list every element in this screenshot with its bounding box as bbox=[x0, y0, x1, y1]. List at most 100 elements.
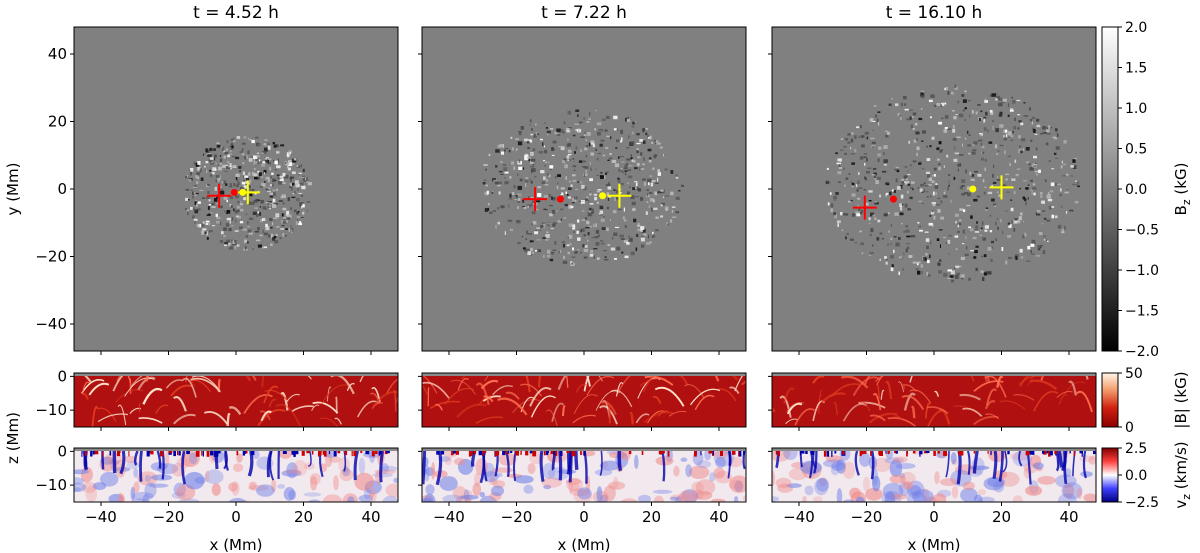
bz-speckle bbox=[247, 137, 249, 139]
bz-speckle bbox=[487, 203, 490, 206]
bz-speckle bbox=[655, 216, 659, 219]
bz-speckle bbox=[917, 262, 919, 266]
vz-downflow bbox=[966, 450, 971, 475]
bz-speckle bbox=[550, 227, 554, 230]
bz-speckle bbox=[652, 167, 655, 170]
bz-speckle bbox=[194, 209, 199, 214]
bz-speckle bbox=[271, 172, 274, 175]
bz-speckle bbox=[517, 185, 522, 190]
bz-speckle bbox=[528, 196, 530, 200]
field-strand bbox=[668, 411, 687, 417]
vz-downflow bbox=[727, 450, 732, 467]
bz-speckle bbox=[996, 191, 999, 193]
bz-speckle bbox=[907, 208, 912, 211]
bz-speckle bbox=[533, 133, 537, 138]
bz-speckle bbox=[970, 250, 975, 252]
bz-speckle bbox=[1061, 231, 1065, 234]
bz-speckle bbox=[596, 201, 599, 204]
bz-speckle bbox=[537, 186, 541, 189]
bz-speckle bbox=[1007, 222, 1011, 226]
bz-speckle bbox=[636, 233, 639, 237]
bz-speckle bbox=[1061, 160, 1063, 164]
bz-speckle bbox=[858, 135, 861, 138]
bz-speckle bbox=[637, 228, 641, 232]
vz-blob bbox=[969, 465, 990, 471]
bz-speckle bbox=[483, 164, 488, 166]
field-strand bbox=[371, 390, 398, 409]
bz-speckle bbox=[941, 149, 943, 151]
bz-speckle bbox=[282, 233, 284, 237]
bz-speckle bbox=[282, 172, 286, 177]
bz-speckle bbox=[583, 234, 586, 237]
x-tick-label: 40 bbox=[361, 508, 380, 526]
vz-blob bbox=[921, 488, 930, 501]
bz-speckle bbox=[665, 208, 668, 211]
bz-speckle bbox=[920, 108, 923, 110]
bz-speckle bbox=[300, 182, 304, 186]
bz-speckle bbox=[675, 211, 679, 214]
vz-surface-cell bbox=[311, 451, 314, 455]
bz-speckle bbox=[611, 159, 617, 163]
bz-speckle bbox=[542, 237, 546, 239]
field-strand bbox=[785, 418, 798, 425]
field-strength-background bbox=[74, 373, 398, 427]
bz-speckle bbox=[584, 166, 589, 169]
bz-speckle bbox=[629, 186, 631, 188]
field-strand bbox=[584, 373, 591, 387]
bz-speckle bbox=[1034, 170, 1039, 173]
bz-speckle bbox=[616, 246, 621, 251]
vz-surface-cell bbox=[559, 451, 563, 456]
bz-speckle bbox=[974, 171, 978, 173]
bz-speckle bbox=[525, 248, 530, 251]
bz-speckle bbox=[923, 182, 926, 185]
bz-speckle bbox=[1017, 114, 1021, 116]
vz-surface-cell bbox=[116, 451, 121, 457]
bz-speckle bbox=[649, 241, 652, 244]
bz-speckle bbox=[1015, 222, 1021, 224]
bz-speckle bbox=[938, 121, 942, 125]
field-strand bbox=[456, 403, 487, 419]
vz-downflow bbox=[422, 450, 427, 485]
bz-speckle bbox=[883, 152, 885, 155]
field-strand bbox=[429, 400, 460, 409]
vz-surface-cell bbox=[322, 451, 325, 455]
bz-speckle bbox=[543, 160, 546, 162]
vz-background bbox=[772, 448, 1096, 502]
bz-speckle bbox=[585, 217, 588, 220]
bz-speckle bbox=[248, 217, 254, 220]
bz-speckle bbox=[187, 212, 189, 216]
vz-blob bbox=[873, 457, 891, 473]
bz-speckle bbox=[872, 214, 875, 217]
bz-speckle bbox=[291, 196, 296, 198]
bz-speckle bbox=[545, 234, 550, 238]
field-strand bbox=[334, 417, 342, 425]
bz-speckle bbox=[230, 205, 233, 208]
yellow-dot-marker bbox=[599, 192, 607, 200]
bz-speckle bbox=[497, 185, 501, 187]
x-tick-label: 0 bbox=[231, 508, 241, 526]
bz-speckle bbox=[237, 215, 241, 219]
vz-blob bbox=[189, 452, 198, 465]
bz-speckle bbox=[904, 108, 909, 111]
bz-speckle bbox=[1042, 250, 1046, 255]
field-strand bbox=[657, 410, 669, 417]
bz-speckle bbox=[504, 181, 509, 185]
field-strand bbox=[386, 378, 398, 394]
bz-speckle bbox=[495, 149, 500, 153]
bz-speckle bbox=[632, 187, 636, 190]
x-tick-label: 20 bbox=[992, 508, 1011, 526]
bz-speckle bbox=[996, 93, 998, 95]
x-tick-label: −20 bbox=[153, 508, 185, 526]
bz-speckle bbox=[617, 128, 619, 131]
bz-speckle bbox=[979, 133, 983, 135]
vz-surface-cell bbox=[510, 451, 513, 453]
field-strand bbox=[868, 412, 898, 424]
bz-speckle bbox=[660, 204, 663, 207]
y-tick-label: −40 bbox=[35, 315, 67, 333]
bz-speckle bbox=[580, 200, 585, 204]
bz-speckle bbox=[902, 203, 904, 206]
vz-surface-cell bbox=[775, 451, 778, 455]
vz-blob bbox=[527, 463, 536, 474]
bz-speckle bbox=[630, 157, 633, 160]
vz-blob bbox=[369, 488, 377, 502]
